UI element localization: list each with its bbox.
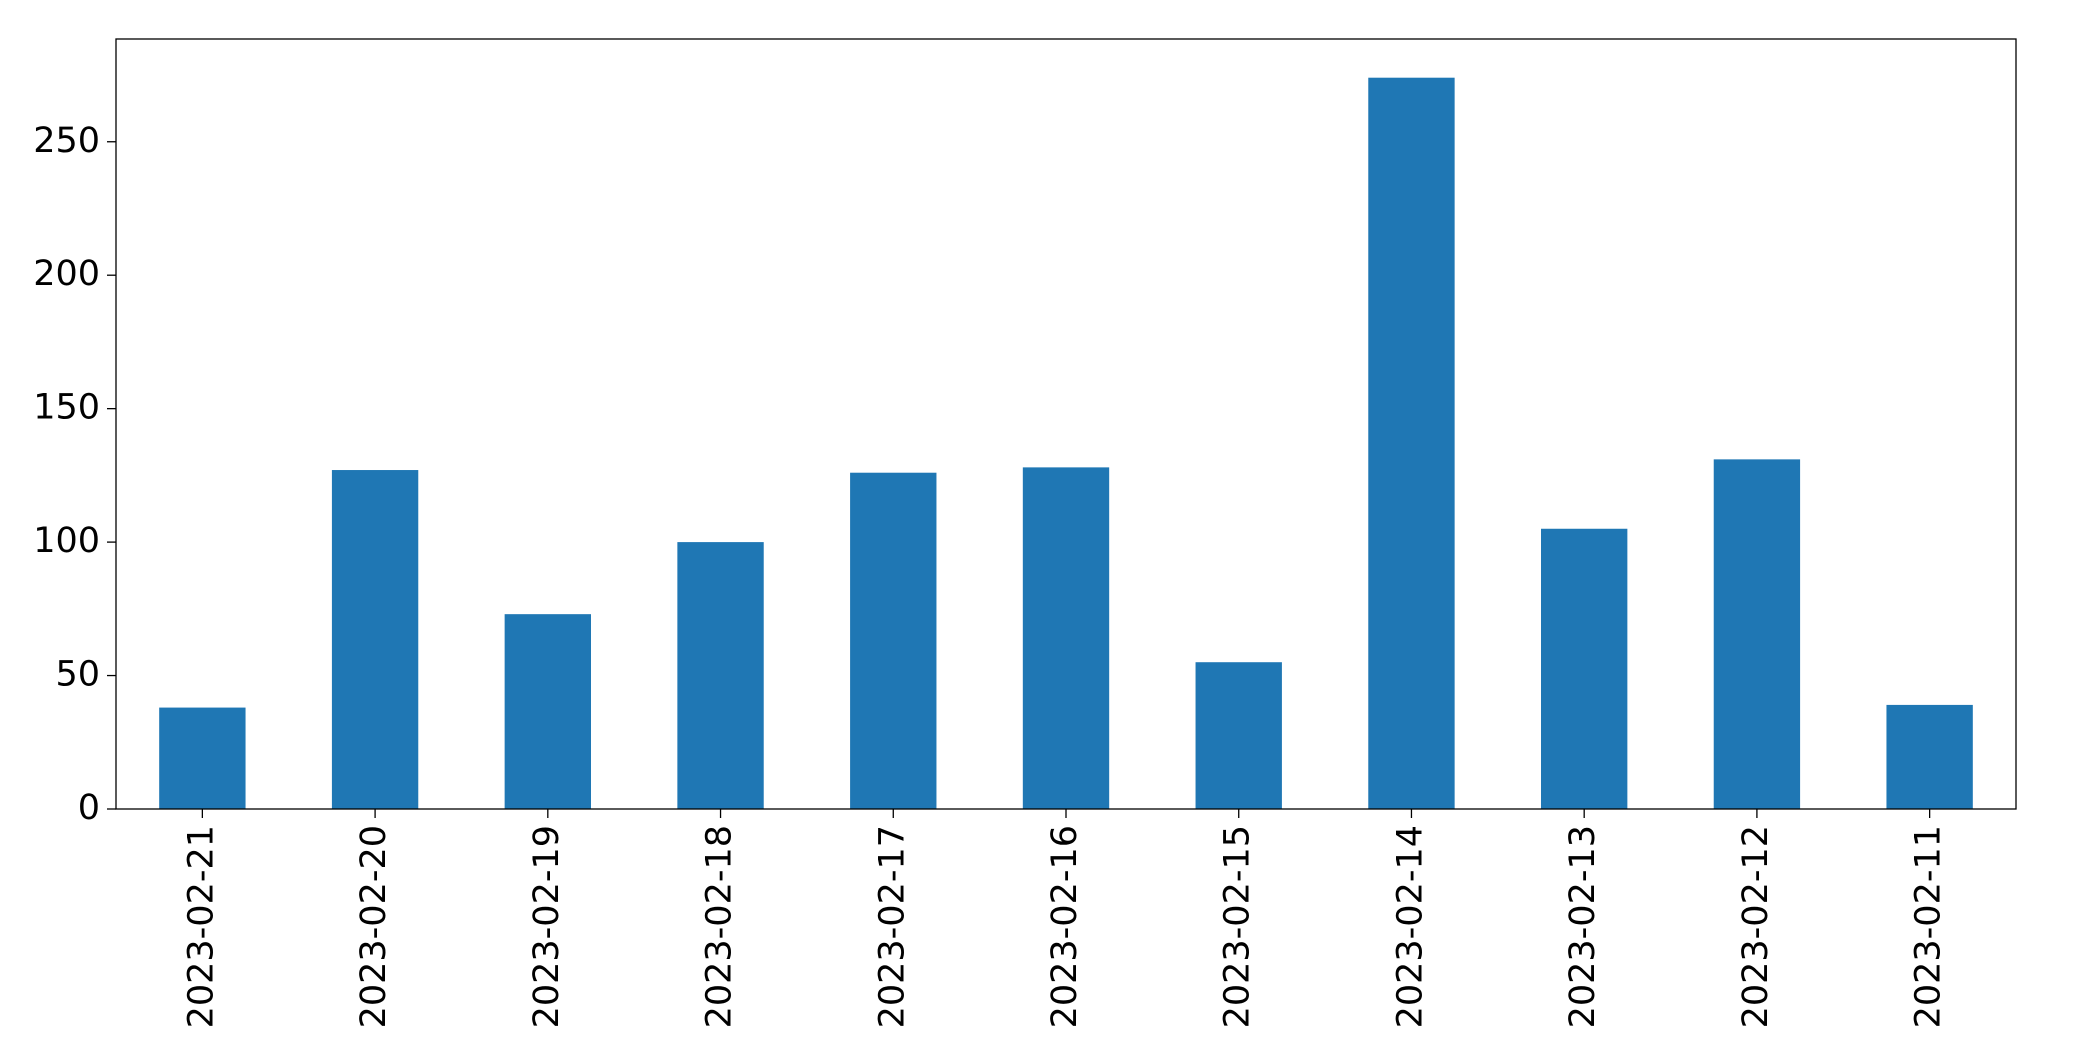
x-tick-label: 2023-02-19 <box>527 825 567 1028</box>
x-tick-label: 2023-02-12 <box>1736 825 1776 1028</box>
bar <box>1022 467 1110 809</box>
bar <box>159 707 246 809</box>
x-tick-label: 2023-02-11 <box>1909 825 1949 1028</box>
y-tick-label: 0 <box>78 788 100 828</box>
axes-frame <box>115 38 2017 810</box>
x-tick-label: 2023-02-17 <box>872 825 912 1028</box>
x-tick-label: 2023-02-21 <box>181 825 221 1028</box>
bar <box>504 614 591 809</box>
y-tick-label: 100 <box>33 521 100 561</box>
x-tick-label: 2023-02-13 <box>1563 825 1603 1028</box>
x-tick-label: 2023-02-14 <box>1390 825 1430 1028</box>
y-tick-label: 200 <box>33 254 100 294</box>
y-tick-label: 50 <box>55 655 100 695</box>
bar <box>850 472 937 809</box>
x-tick-label: 2023-02-16 <box>1045 825 1085 1028</box>
bar <box>677 542 764 809</box>
y-tick-label: 150 <box>33 388 100 428</box>
bar <box>1195 662 1282 809</box>
x-tick-label: 2023-02-20 <box>354 825 394 1028</box>
bar <box>1886 704 1973 809</box>
bar <box>331 470 419 809</box>
y-tick-label: 250 <box>33 121 100 161</box>
bar <box>1368 77 1455 809</box>
x-tick-label: 2023-02-15 <box>1218 825 1258 1028</box>
bar <box>1713 459 1801 809</box>
bar <box>1541 528 1628 809</box>
x-tick-label: 2023-02-18 <box>700 825 740 1028</box>
